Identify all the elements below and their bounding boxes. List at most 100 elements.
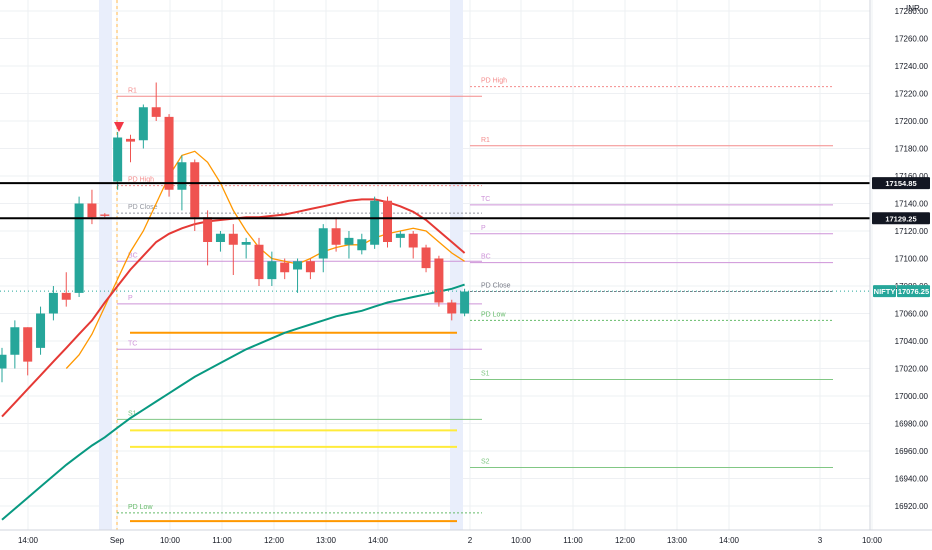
grid [0, 0, 873, 530]
pivot-label: S1 [128, 410, 137, 417]
candle-body [177, 162, 187, 190]
candle-body [460, 291, 470, 314]
candle-body [126, 138, 135, 142]
ma-line [65, 150, 465, 369]
candle-body [344, 237, 354, 245]
time-tick-label: Sep [110, 536, 125, 545]
pivot-label: S1 [481, 371, 490, 378]
pivot-label: P [481, 225, 486, 232]
candle-body [305, 261, 315, 273]
price-tag-bg [872, 212, 930, 225]
moving-average-series [1, 150, 466, 521]
price-tick-label: 17200.00 [895, 117, 929, 126]
pivot-label: R1 [128, 87, 137, 94]
price-tags: 17154.85 17129.25 NIFTY 17076.25 [872, 177, 930, 298]
candle-body [151, 107, 161, 117]
price-tick-label: 17020.00 [895, 365, 929, 374]
price-tick-label: 17160.00 [895, 172, 929, 181]
candles [0, 82, 470, 383]
price-tag-label: 17129.25 [885, 214, 916, 223]
pivot-label: BC [481, 254, 491, 261]
candle-body [293, 261, 303, 270]
time-tick-label: 11:00 [563, 536, 583, 545]
price-tick-label: 17000.00 [895, 392, 929, 401]
candle-body [447, 302, 457, 314]
candle-body [267, 261, 277, 280]
price-tag-bg [873, 285, 896, 298]
pivot-label: PD High [481, 78, 507, 85]
price-tick-label: 16920.00 [895, 502, 929, 511]
time-tick-label: 3 [818, 536, 823, 545]
pivot-label: PD Close [128, 204, 158, 211]
pivot-label: P [128, 295, 133, 302]
candle-body [100, 214, 110, 216]
price-tag-bg [897, 285, 930, 298]
candle-body [87, 203, 97, 218]
candle-body [331, 228, 341, 245]
price-tick-label: 17060.00 [895, 310, 929, 319]
sell-arrow-icon [114, 122, 124, 132]
candle-body [408, 233, 418, 248]
signal-marker [114, 122, 124, 132]
time-tick-label: 10:00 [511, 536, 532, 545]
pivot-label: PD Low [128, 504, 153, 511]
candle-body [23, 327, 33, 362]
price-tick-label: 17280.00 [895, 7, 929, 16]
currency-label: INR [906, 4, 920, 13]
candle-body [164, 116, 174, 190]
candle-body [36, 313, 46, 348]
time-tick-label: 10:00 [862, 536, 883, 545]
pivot-label: PD High [128, 177, 154, 184]
pivot-label: TC [481, 196, 490, 203]
time-tick-label: 14:00 [719, 536, 740, 545]
price-tag-bg [872, 177, 930, 190]
price-tick-label: 17240.00 [895, 62, 929, 71]
candle-body [215, 233, 225, 242]
price-axis[interactable]: 16920.00 16940.00 16960.00 16980.00 17000.00… [869, 0, 929, 530]
candle-body [61, 292, 71, 300]
time-tick-label: 14:00 [18, 536, 39, 545]
time-tick-label: 10:00 [160, 536, 181, 545]
session-band [450, 0, 463, 530]
candle-body [254, 244, 264, 280]
price-tick-label: 17140.00 [895, 200, 929, 209]
price-tick-label: 17180.00 [895, 145, 929, 154]
candle-body [241, 242, 251, 245]
horizontal-lines[interactable] [0, 182, 870, 292]
candle-body [383, 200, 392, 242]
candle-body [203, 217, 213, 242]
price-tag-label: NIFTY [874, 287, 896, 296]
session-band [99, 0, 112, 530]
price-tick-label: 17100.00 [895, 255, 929, 264]
pivot-label: R1 [481, 137, 490, 144]
candle-body [10, 327, 20, 355]
candle-body [421, 247, 431, 269]
price-tick-label: 16960.00 [895, 447, 929, 456]
pivot-levels: R1 PD High PD Close BC P TC S1 PD Low PD High R1 T… [117, 78, 833, 523]
candle-body [370, 200, 380, 245]
price-tick-label: 17220.00 [895, 90, 929, 99]
candle-body [280, 262, 290, 273]
candle-body [434, 258, 444, 303]
pivot-label: S2 [481, 459, 490, 466]
pivot-label: PD Low [481, 311, 506, 318]
candle-body [113, 137, 123, 182]
time-tick-label: 12:00 [264, 536, 285, 545]
time-axis[interactable]: 14:00 Sep 10:00 11:00 12:00 13:00 14:00 2 10:00 1… [0, 529, 932, 545]
pivot-label: PD Close [481, 283, 511, 290]
candle-body [74, 203, 84, 293]
price-tick-label: 16940.00 [895, 475, 929, 484]
price-tag-label: 17076.25 [898, 287, 929, 296]
pivot-label: BC [128, 252, 138, 259]
time-tick-label: 12:00 [615, 536, 636, 545]
price-tick-label: 17260.00 [895, 35, 929, 44]
time-tick-label: 14:00 [368, 536, 389, 545]
candle-body [395, 233, 405, 238]
candle-body [357, 239, 367, 251]
time-tick-label: 11:00 [212, 536, 232, 545]
price-tick-label: 17040.00 [895, 337, 929, 346]
time-tick-label: 2 [468, 536, 473, 545]
candle-body [48, 292, 58, 314]
price-tag-label: 17154.85 [885, 179, 916, 188]
